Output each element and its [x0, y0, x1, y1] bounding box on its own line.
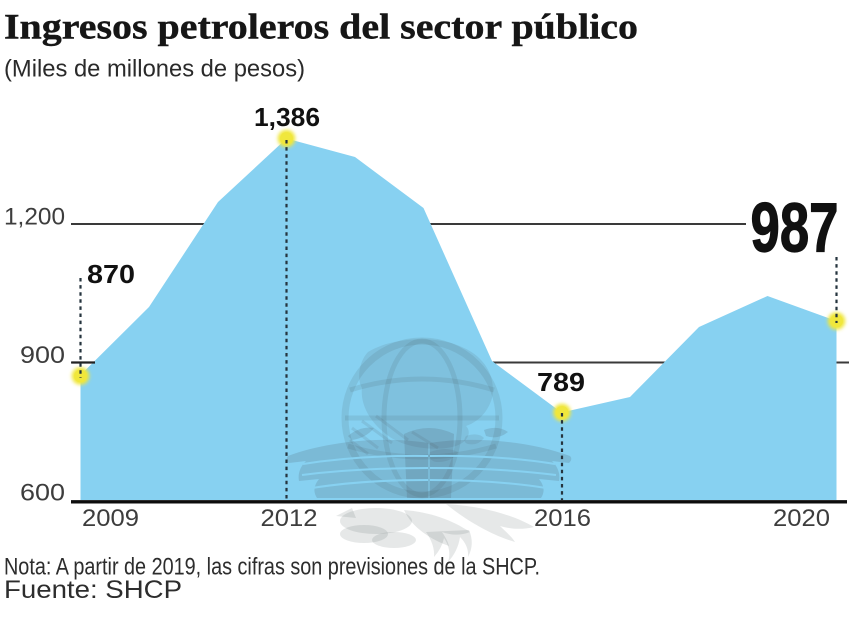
- svg-text:2016: 2016: [534, 505, 591, 532]
- svg-text:2020: 2020: [773, 505, 830, 532]
- svg-text:600: 600: [20, 480, 65, 507]
- svg-text:870: 870: [87, 259, 135, 289]
- svg-text:2009: 2009: [82, 505, 139, 532]
- svg-text:Ingresos petroleros del sector: Ingresos petroleros del sector público: [4, 7, 638, 47]
- svg-text:1,200: 1,200: [4, 204, 65, 231]
- svg-text:789: 789: [537, 367, 585, 397]
- svg-text:987: 987: [751, 189, 839, 267]
- svg-text:Nota: A partir de 2019, las ci: Nota: A partir de 2019, las cifras son p…: [4, 554, 540, 581]
- svg-text:(Miles de millones de pesos): (Miles de millones de pesos): [4, 56, 305, 83]
- svg-text:2012: 2012: [261, 505, 318, 532]
- svg-text:1,386: 1,386: [254, 102, 320, 132]
- svg-text:900: 900: [20, 342, 65, 369]
- svg-text:Fuente: SHCP: Fuente: SHCP: [4, 576, 182, 604]
